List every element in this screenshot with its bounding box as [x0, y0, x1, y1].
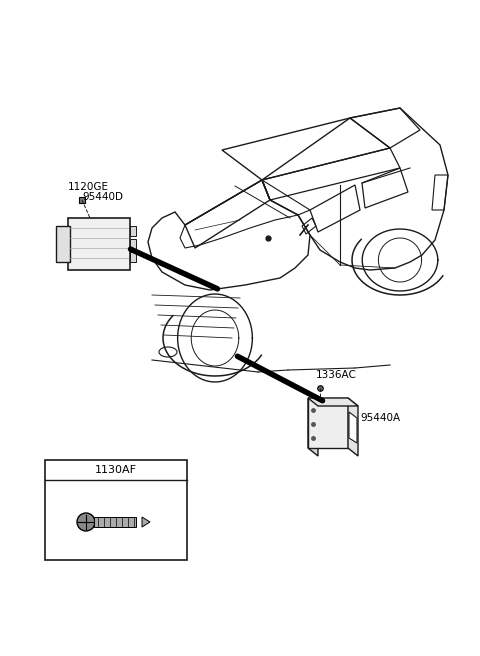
- Bar: [68, 218, 130, 270]
- Bar: [130, 226, 136, 236]
- Text: 1120GE: 1120GE: [68, 182, 109, 192]
- Text: 1130AF: 1130AF: [95, 465, 137, 475]
- Bar: [130, 252, 136, 262]
- Polygon shape: [348, 398, 358, 456]
- Polygon shape: [308, 398, 318, 456]
- Text: 95440A: 95440A: [360, 413, 400, 423]
- Polygon shape: [349, 412, 357, 443]
- Bar: [45, 460, 187, 560]
- Polygon shape: [308, 398, 358, 406]
- Text: 95440D: 95440D: [82, 192, 123, 202]
- Polygon shape: [308, 398, 348, 448]
- Bar: [56, 226, 70, 262]
- Bar: [130, 239, 136, 249]
- Polygon shape: [142, 517, 150, 527]
- Bar: [94, 517, 136, 527]
- Text: 1336AC: 1336AC: [316, 370, 357, 380]
- Ellipse shape: [77, 513, 95, 531]
